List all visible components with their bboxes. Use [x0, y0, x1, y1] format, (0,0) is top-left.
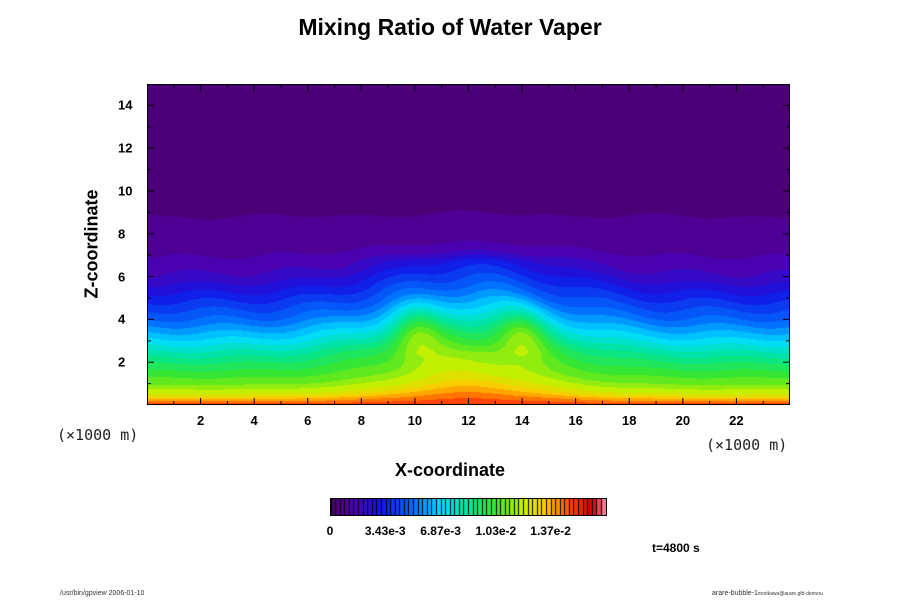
colorbar-tick-label: 1.03e-2 [475, 524, 517, 538]
y-tick-label: 2 [118, 354, 126, 370]
x-axis-label: X-coordinate [394, 460, 505, 480]
x-tick-label: 22 [729, 413, 744, 428]
x-tick-label: 10 [407, 413, 423, 428]
colorbar-tick-label: 1.37e-2 [530, 524, 571, 538]
x-axis-unit-right: (×1000 m) [706, 436, 788, 454]
y-tick-label: 8 [118, 226, 126, 242]
y-tick-label: 6 [118, 269, 126, 285]
x-tick-label: 6 [304, 413, 312, 428]
heatmap-canvas [148, 85, 789, 404]
footer-command: /usr/bin/gpview 2006-01-10 [60, 590, 145, 597]
y-tick-label: 10 [118, 183, 133, 199]
colorbar-tick-label: 6.87e-3 [420, 524, 461, 538]
chart-title: Mixing Ratio of Water Vaper [298, 14, 602, 40]
y-axis-label: Z-coordinate [81, 189, 102, 299]
x-tick-label: 14 [514, 413, 530, 428]
axis-tickmarks [147, 84, 790, 405]
x-tick-label: 16 [568, 413, 583, 428]
footer-id-main: arare-bubble-1 [712, 590, 758, 597]
x-tick-label: 4 [250, 413, 258, 428]
plot-area [147, 84, 790, 405]
x-tick-label: 8 [357, 413, 365, 428]
x-tick-label: 12 [461, 413, 476, 428]
y-tick-label: 14 [118, 97, 133, 113]
colorbar [330, 498, 607, 516]
x-tick-label: 20 [675, 413, 691, 428]
time-label: t=4800 s [652, 541, 700, 555]
x-tick-label: 2 [196, 413, 205, 428]
y-tick-label: 4 [118, 311, 126, 327]
footer-id-small: morikawa@arare.gfd-dennou [757, 591, 823, 597]
y-tick-label: 12 [118, 140, 133, 156]
footer-id: arare-bubble-1morikawa@arare.gfd-dennou [712, 590, 823, 597]
colorbar-tick-label: 3.43e-3 [364, 524, 406, 538]
x-tick-label: 18 [622, 413, 637, 428]
x-axis-unit-left: (×1000 m) [57, 426, 139, 444]
colorbar-tick-label: 0 [326, 524, 334, 538]
